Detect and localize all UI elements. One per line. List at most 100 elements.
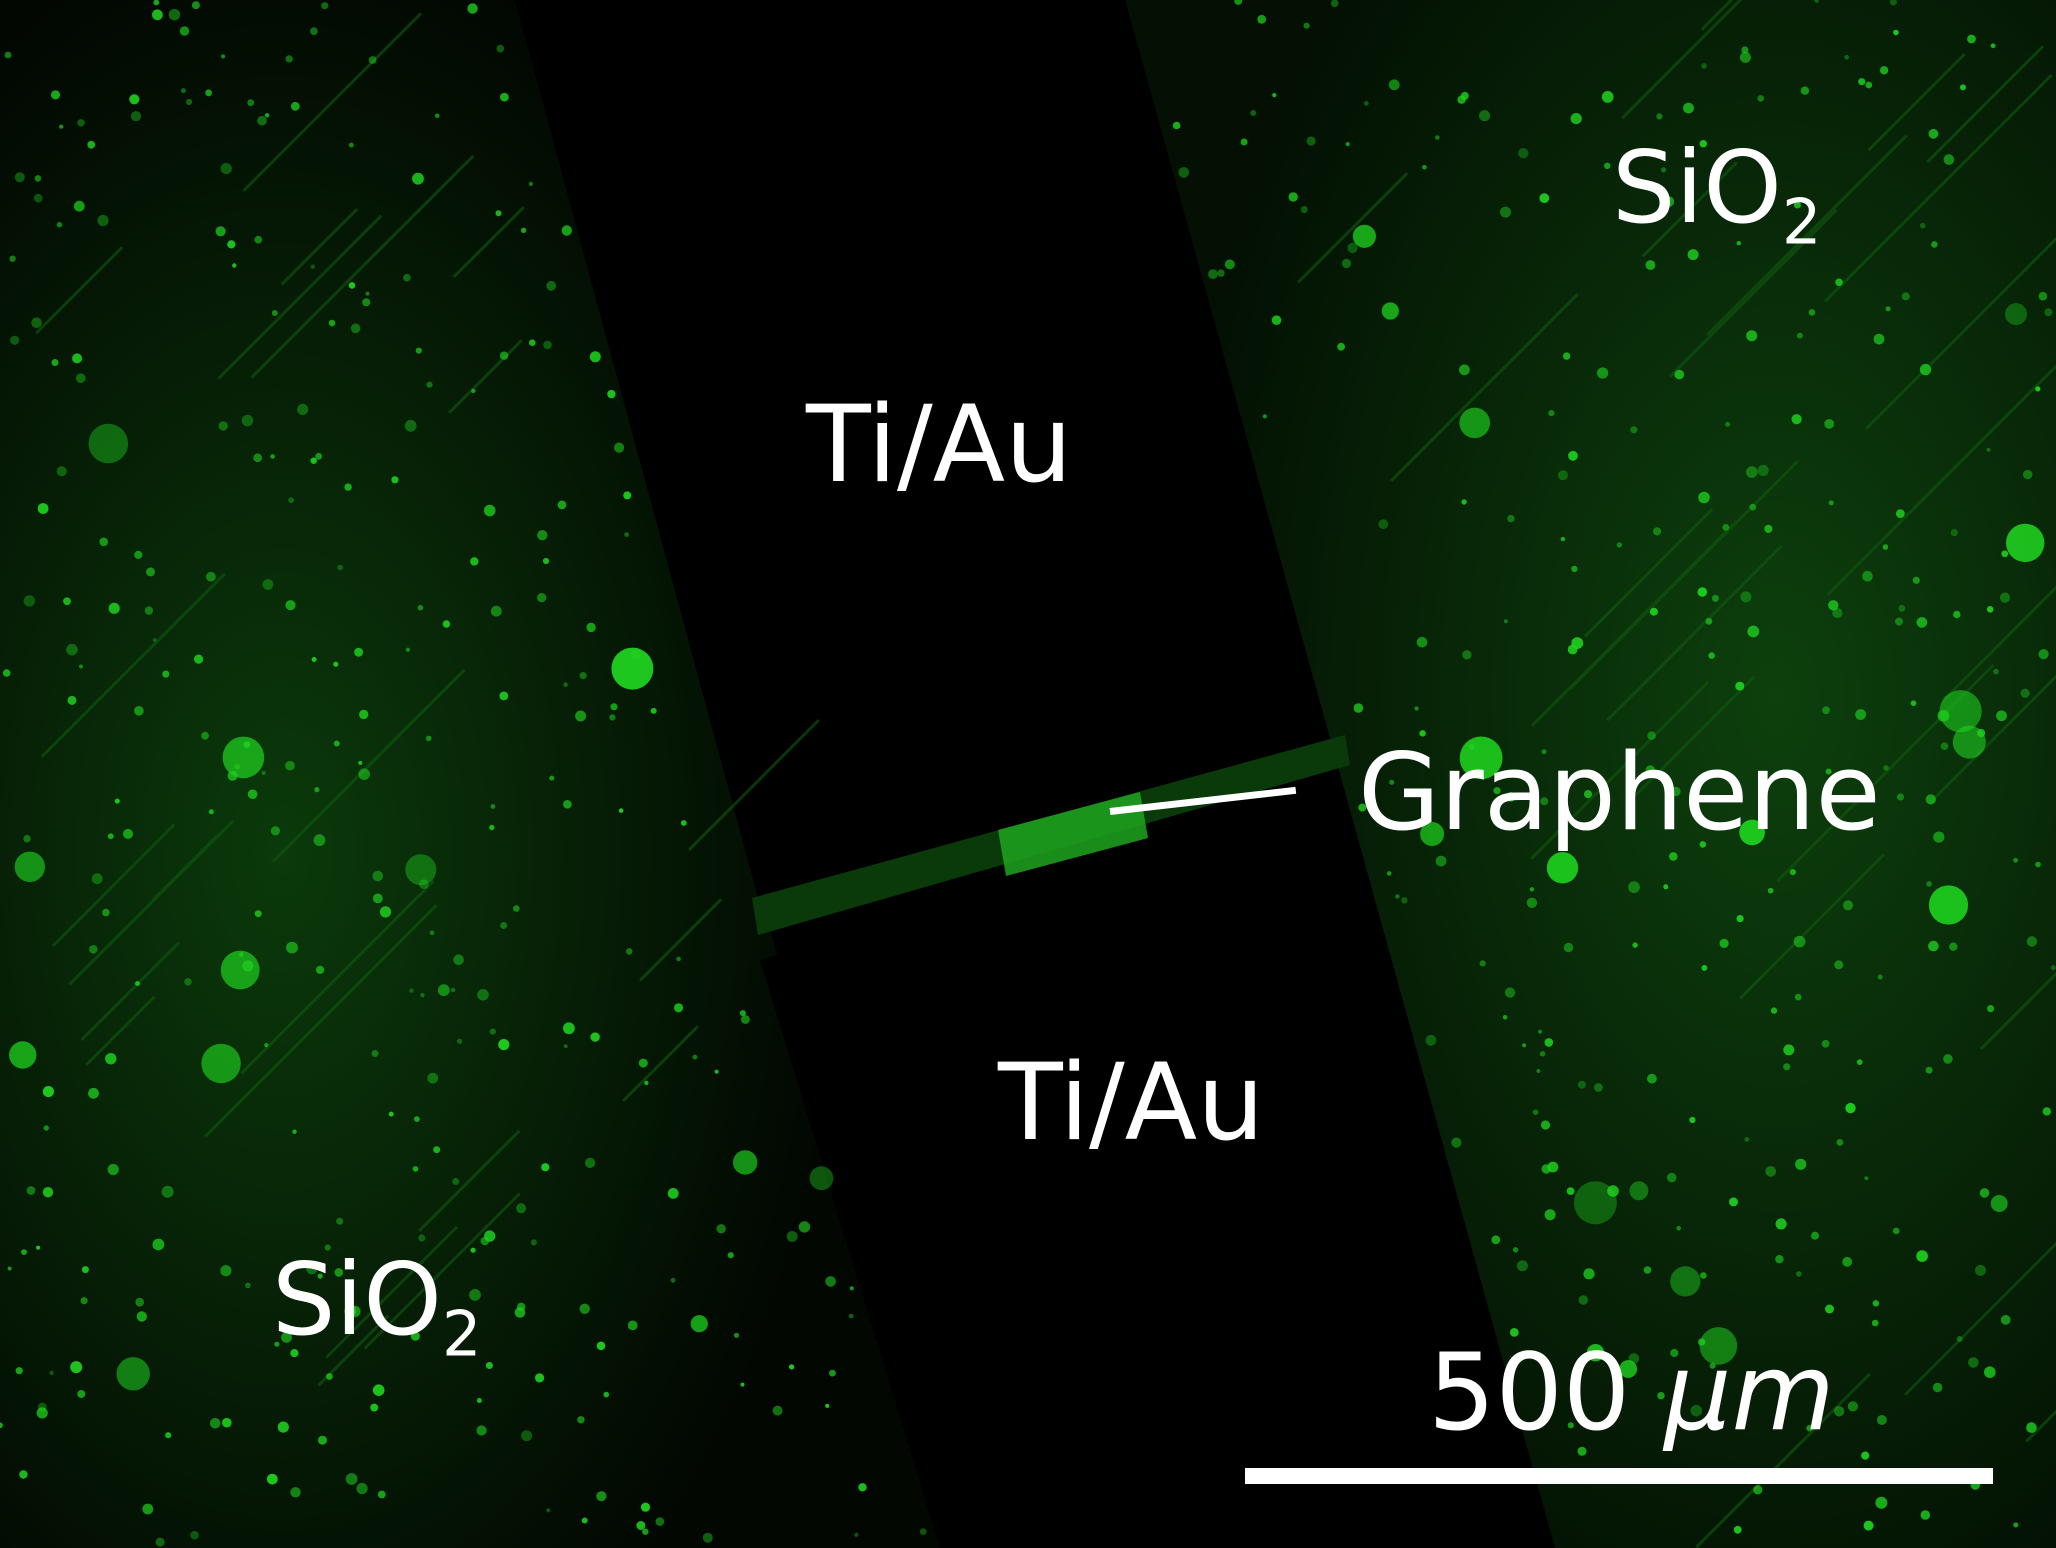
droplet bbox=[1864, 1176, 1869, 1181]
droplet bbox=[73, 200, 85, 212]
droplet bbox=[356, 1482, 368, 1495]
droplet bbox=[1836, 1139, 1844, 1146]
droplet bbox=[716, 1224, 726, 1234]
streak bbox=[1928, 674, 2056, 804]
droplet bbox=[1847, 1401, 1858, 1412]
streak bbox=[1904, 1241, 2056, 1396]
droplet bbox=[372, 1384, 385, 1396]
droplet bbox=[1491, 1235, 1501, 1245]
droplet bbox=[1844, 55, 1849, 60]
droplet bbox=[1303, 22, 1310, 29]
droplet bbox=[1740, 591, 1752, 603]
streak bbox=[2025, 1409, 2056, 1443]
droplet bbox=[1224, 259, 1235, 270]
droplet bbox=[1544, 1209, 1556, 1221]
droplet bbox=[326, 1373, 333, 1380]
droplet bbox=[1558, 470, 1568, 481]
droplet bbox=[334, 1268, 344, 1277]
droplet bbox=[261, 771, 266, 775]
droplet bbox=[788, 1364, 795, 1370]
droplet bbox=[786, 1231, 798, 1242]
droplet bbox=[596, 1341, 606, 1351]
droplet bbox=[452, 1178, 460, 1185]
droplet bbox=[315, 452, 323, 460]
droplet bbox=[1504, 987, 1516, 998]
droplet bbox=[427, 1072, 439, 1084]
droplet bbox=[1764, 524, 1773, 534]
droplet bbox=[1986, 447, 1991, 452]
droplet bbox=[1647, 731, 1656, 740]
droplet bbox=[442, 620, 451, 628]
droplet bbox=[1834, 1406, 1845, 1417]
droplet bbox=[1739, 819, 1765, 846]
droplet bbox=[372, 893, 383, 904]
droplet bbox=[1657, 1392, 1665, 1400]
droplet bbox=[1288, 192, 1298, 202]
droplet bbox=[1208, 269, 1218, 279]
droplet bbox=[297, 403, 309, 415]
droplet bbox=[358, 768, 371, 780]
droplet bbox=[1300, 206, 1308, 214]
droplet bbox=[1461, 499, 1467, 505]
droplet bbox=[1925, 1066, 1933, 1074]
droplet bbox=[1548, 410, 1555, 417]
droplet bbox=[1883, 765, 1889, 771]
droplet bbox=[611, 647, 654, 690]
streak bbox=[85, 995, 156, 1066]
droplet bbox=[1540, 797, 1549, 806]
droplet bbox=[1855, 709, 1866, 720]
droplet bbox=[919, 1528, 927, 1535]
droplet bbox=[1459, 364, 1470, 376]
droplet bbox=[1172, 121, 1181, 130]
droplet bbox=[1912, 576, 1920, 584]
scale-bar-value: 500 bbox=[1428, 1331, 1631, 1454]
streak bbox=[1926, 45, 2045, 164]
droplet bbox=[1950, 529, 1958, 537]
droplet bbox=[222, 1417, 232, 1428]
streak bbox=[1583, 507, 1714, 638]
droplet bbox=[470, 557, 479, 566]
droplet bbox=[1522, 1043, 1527, 1048]
droplet bbox=[1834, 960, 1844, 970]
sio2-top-base: SiO bbox=[1612, 129, 1782, 246]
droplet bbox=[234, 763, 241, 770]
droplet bbox=[1960, 84, 1966, 91]
droplet bbox=[270, 454, 275, 459]
droplet bbox=[201, 731, 210, 740]
droplet bbox=[264, 1043, 269, 1048]
droplet bbox=[1835, 278, 1843, 287]
droplet bbox=[609, 714, 616, 721]
droplet bbox=[483, 504, 496, 517]
droplet bbox=[1653, 527, 1662, 536]
droplet bbox=[1775, 1218, 1787, 1230]
droplet bbox=[209, 1418, 221, 1429]
droplet bbox=[1939, 690, 1982, 733]
droplet bbox=[88, 1087, 99, 1099]
droplet bbox=[310, 27, 318, 36]
droplet bbox=[1729, 1197, 1738, 1207]
droplet bbox=[107, 833, 114, 840]
droplet bbox=[2038, 291, 2048, 301]
droplet bbox=[310, 264, 315, 269]
droplet bbox=[1643, 1266, 1652, 1274]
droplet bbox=[667, 1188, 679, 1199]
droplet bbox=[1698, 1338, 1706, 1346]
droplet bbox=[1337, 342, 1345, 351]
droplet bbox=[344, 483, 352, 491]
droplet bbox=[1670, 1348, 1679, 1358]
droplet bbox=[186, 98, 193, 106]
droplet bbox=[1896, 793, 1905, 801]
droplet bbox=[1856, 1059, 1863, 1065]
droplet bbox=[285, 760, 295, 771]
droplet bbox=[1414, 706, 1419, 711]
droplet bbox=[277, 1421, 289, 1433]
droplet bbox=[644, 1080, 649, 1086]
streak bbox=[1706, 134, 1908, 337]
droplet bbox=[1996, 710, 2007, 722]
droplet bbox=[596, 1491, 607, 1502]
droplet bbox=[405, 647, 411, 652]
droplet bbox=[51, 359, 59, 366]
droplet bbox=[135, 1297, 145, 1307]
droplet bbox=[858, 1483, 867, 1492]
